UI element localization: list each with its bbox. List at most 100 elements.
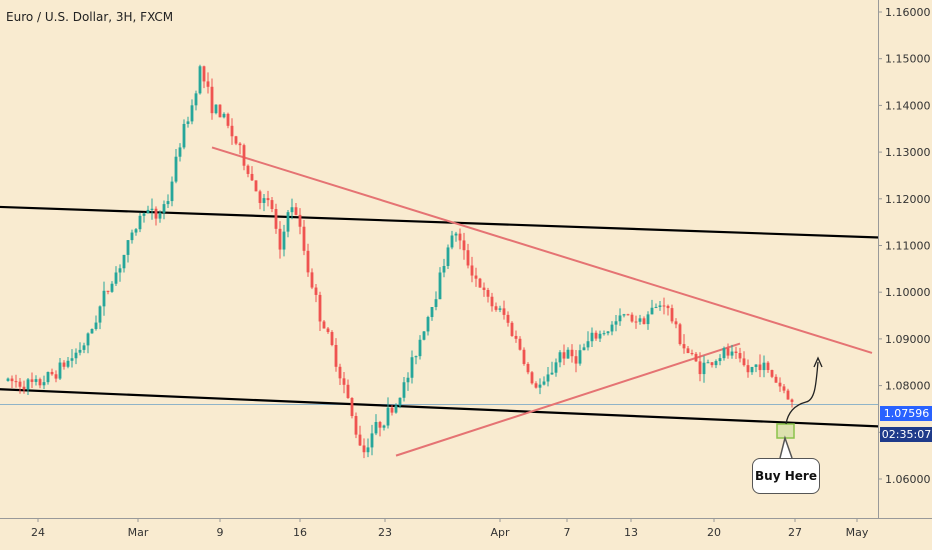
candle-up — [406, 377, 410, 383]
candle-down — [698, 361, 702, 375]
candle-down — [38, 379, 42, 386]
candle-up — [178, 147, 182, 157]
candle-up — [166, 201, 170, 205]
candle-up — [386, 407, 390, 426]
callout-pointer — [779, 435, 793, 459]
candle-up — [654, 306, 658, 308]
candle-up — [554, 362, 558, 373]
candle-up — [598, 333, 602, 339]
candle-up — [442, 265, 446, 273]
candle-up — [66, 360, 70, 367]
candle-down — [678, 324, 682, 345]
y-tick-label: 1.13000 — [885, 146, 931, 159]
candle-up — [450, 235, 454, 248]
candle-up — [438, 272, 442, 300]
candle-down — [270, 200, 274, 210]
candle-up — [542, 381, 546, 385]
candle-down — [642, 318, 646, 325]
candle-up — [78, 349, 82, 353]
candle-down — [494, 306, 498, 310]
x-tick-label: 24 — [31, 526, 45, 539]
candle-down — [346, 384, 350, 399]
candle-down — [14, 381, 18, 383]
candle-up — [70, 358, 74, 361]
candle-up — [150, 208, 154, 210]
candle-down — [462, 240, 466, 251]
x-tick-label: 7 — [564, 526, 571, 539]
buy-here-callout: Buy Here — [752, 458, 820, 494]
candle-down — [242, 145, 246, 166]
candle-down — [686, 348, 690, 354]
candle-up — [414, 356, 418, 358]
candle-up — [498, 308, 502, 310]
candle-down — [246, 165, 250, 174]
candle-up — [730, 351, 734, 356]
candle-down — [230, 125, 234, 137]
candle-up — [86, 333, 90, 346]
candle-up — [122, 254, 126, 269]
candle-up — [26, 379, 30, 390]
candle-down — [490, 296, 494, 307]
countdown-tag-bg — [880, 427, 932, 442]
candle-down — [302, 226, 306, 251]
candle-up — [566, 349, 570, 359]
candle-down — [266, 198, 270, 201]
candle-up — [142, 213, 146, 216]
candle-down — [322, 321, 326, 329]
candle-up — [366, 447, 370, 453]
candle-up — [398, 397, 402, 406]
candle-up — [134, 229, 138, 233]
candle-up — [606, 331, 610, 334]
candle-up — [42, 382, 46, 386]
candle-down — [510, 322, 514, 336]
candle-down — [350, 398, 354, 417]
candle-down — [154, 208, 158, 219]
candle-up — [158, 212, 162, 219]
candle-down — [666, 305, 670, 309]
candle-up — [546, 374, 550, 382]
candle-up — [558, 352, 562, 363]
candle-down — [486, 289, 490, 297]
candle-down — [690, 353, 694, 355]
candle-up — [714, 361, 718, 366]
candle-up — [550, 372, 554, 375]
y-tick-label: 1.12000 — [885, 193, 931, 206]
candle-down — [250, 173, 254, 181]
candle-down — [258, 191, 262, 203]
candle-up — [754, 364, 758, 367]
candle-up — [114, 272, 118, 284]
candle-down — [770, 369, 774, 377]
candle-up — [454, 233, 458, 236]
candle-up — [410, 357, 414, 378]
candle-down — [466, 250, 470, 266]
candle-down — [202, 66, 206, 82]
candle-down — [334, 344, 338, 367]
candle-down — [514, 335, 518, 339]
candle-up — [622, 314, 626, 316]
candle-up — [422, 331, 426, 340]
candle-down — [790, 399, 794, 402]
candle-up — [374, 422, 378, 434]
candle-up — [538, 384, 542, 388]
candle-down — [594, 332, 598, 339]
x-tick-label: Mar — [128, 526, 149, 539]
candle-down — [758, 364, 762, 371]
candle-down — [502, 308, 506, 315]
x-tick-label: 23 — [378, 526, 392, 539]
candle-up — [658, 305, 662, 307]
candle-down — [254, 180, 258, 192]
candle-down — [30, 379, 34, 382]
candle-down — [378, 422, 382, 428]
candle-up — [762, 362, 766, 371]
x-tick-label: 13 — [624, 526, 638, 539]
candle-down — [10, 378, 14, 382]
candle-down — [354, 416, 358, 435]
candle-down — [234, 136, 238, 144]
candle-down — [782, 386, 786, 391]
candle-down — [530, 372, 534, 384]
candle-up — [402, 382, 406, 398]
candle-down — [470, 265, 474, 276]
x-tick-label: 20 — [707, 526, 721, 539]
candle-down — [522, 349, 526, 364]
